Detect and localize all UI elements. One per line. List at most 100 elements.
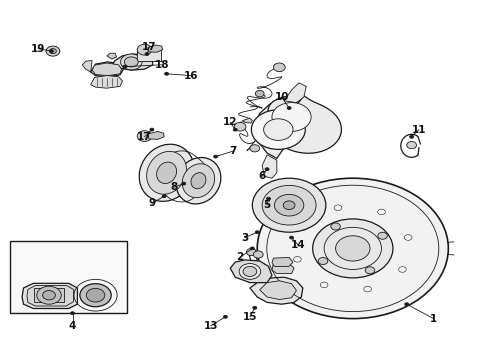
Text: 12: 12 (223, 117, 238, 127)
Circle shape (43, 291, 55, 300)
Circle shape (121, 54, 142, 70)
Text: 14: 14 (291, 240, 305, 250)
Polygon shape (255, 95, 306, 158)
Circle shape (145, 53, 149, 55)
Bar (137, 48, 161, 61)
Ellipse shape (157, 162, 176, 184)
Circle shape (255, 231, 259, 234)
Polygon shape (82, 60, 92, 72)
Bar (10, 241, 127, 313)
Circle shape (49, 49, 56, 54)
Text: 15: 15 (243, 312, 257, 322)
Polygon shape (230, 260, 272, 283)
Circle shape (243, 266, 257, 276)
Circle shape (407, 141, 416, 149)
Polygon shape (260, 281, 296, 300)
Circle shape (378, 232, 388, 239)
Text: 9: 9 (148, 198, 155, 208)
Circle shape (253, 251, 263, 258)
Text: 10: 10 (274, 92, 289, 102)
Circle shape (182, 182, 186, 185)
Circle shape (290, 236, 294, 239)
Text: 16: 16 (184, 71, 198, 81)
Text: 6: 6 (259, 171, 266, 181)
Circle shape (257, 178, 448, 319)
Circle shape (80, 284, 111, 307)
Text: 1: 1 (430, 314, 437, 324)
Polygon shape (243, 118, 252, 123)
Polygon shape (22, 283, 77, 309)
Polygon shape (34, 288, 64, 302)
Circle shape (46, 46, 60, 56)
Circle shape (71, 312, 74, 315)
Polygon shape (113, 54, 153, 70)
Polygon shape (284, 83, 306, 103)
Circle shape (37, 286, 61, 304)
Circle shape (223, 315, 227, 318)
Polygon shape (92, 63, 122, 76)
Circle shape (165, 72, 169, 75)
Text: 17: 17 (137, 132, 152, 142)
Circle shape (283, 201, 295, 210)
Circle shape (246, 248, 256, 256)
Circle shape (214, 155, 218, 158)
Text: 19: 19 (31, 44, 46, 54)
Circle shape (331, 223, 341, 230)
Circle shape (318, 257, 328, 265)
Polygon shape (91, 76, 122, 88)
Circle shape (123, 65, 127, 68)
Circle shape (150, 128, 154, 131)
Text: 4: 4 (69, 321, 76, 331)
Circle shape (264, 119, 293, 140)
Circle shape (410, 135, 414, 138)
Circle shape (250, 247, 254, 250)
Text: 13: 13 (203, 321, 218, 331)
Text: 8: 8 (171, 182, 177, 192)
Ellipse shape (182, 164, 215, 198)
Polygon shape (272, 264, 294, 274)
Circle shape (124, 57, 138, 67)
Circle shape (265, 168, 269, 171)
Circle shape (274, 194, 304, 216)
Circle shape (255, 90, 264, 97)
Circle shape (262, 185, 316, 225)
Circle shape (272, 103, 311, 131)
Polygon shape (250, 277, 303, 304)
Polygon shape (107, 53, 117, 59)
Circle shape (250, 145, 260, 152)
Circle shape (267, 197, 270, 200)
Polygon shape (268, 95, 342, 153)
Polygon shape (148, 45, 163, 52)
Ellipse shape (176, 158, 221, 204)
Text: 5: 5 (264, 200, 270, 210)
Text: 11: 11 (412, 125, 426, 135)
Circle shape (273, 63, 285, 72)
Text: 7: 7 (229, 146, 237, 156)
Ellipse shape (147, 152, 187, 194)
Text: 17: 17 (142, 42, 157, 52)
Polygon shape (27, 285, 74, 306)
Circle shape (234, 122, 246, 131)
Circle shape (233, 128, 237, 131)
Ellipse shape (139, 144, 194, 201)
Circle shape (137, 131, 152, 141)
Polygon shape (262, 155, 277, 178)
Text: 3: 3 (242, 233, 248, 243)
Circle shape (239, 264, 261, 279)
Circle shape (86, 288, 105, 302)
Circle shape (365, 267, 375, 274)
Circle shape (253, 306, 257, 309)
Circle shape (49, 50, 53, 53)
Circle shape (287, 107, 291, 109)
Ellipse shape (191, 173, 206, 189)
Circle shape (405, 303, 409, 306)
Circle shape (251, 110, 305, 149)
Circle shape (336, 236, 370, 261)
Polygon shape (272, 257, 293, 266)
Circle shape (162, 195, 166, 198)
Text: 18: 18 (154, 60, 169, 70)
Circle shape (252, 178, 326, 232)
Polygon shape (91, 62, 123, 77)
Polygon shape (148, 131, 164, 139)
Circle shape (137, 44, 152, 55)
